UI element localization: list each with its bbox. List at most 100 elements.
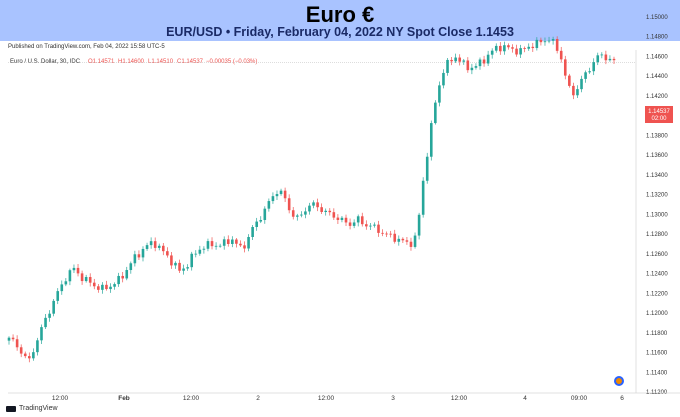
candle-body <box>247 236 250 249</box>
candle-body <box>23 353 27 357</box>
candle-body <box>267 201 271 209</box>
candle <box>271 192 275 204</box>
candle-body <box>80 273 84 282</box>
candle <box>80 270 84 285</box>
candle <box>365 220 368 230</box>
candle <box>153 237 157 252</box>
candle <box>279 188 283 196</box>
candle <box>490 48 494 59</box>
candle <box>600 52 604 59</box>
candle-body <box>539 39 543 43</box>
candle <box>105 280 108 291</box>
candle-body <box>125 270 129 279</box>
candle <box>157 243 161 251</box>
candle-body <box>397 238 401 242</box>
y-tick-label: 1.15000 <box>646 15 668 21</box>
candle-body <box>568 75 571 86</box>
candle-body <box>348 222 352 226</box>
candle-body <box>198 249 202 254</box>
x-tick-label: Feb <box>118 395 130 402</box>
candle-body <box>129 263 133 271</box>
candle-body <box>64 281 68 285</box>
candle-body <box>161 245 165 252</box>
candle <box>190 251 194 271</box>
candle-body <box>295 215 299 217</box>
candle <box>478 57 482 70</box>
candle <box>251 224 254 241</box>
candle-body <box>555 39 559 51</box>
candle-body <box>531 46 535 49</box>
candle-body <box>48 313 51 318</box>
title-banner: Euro € EUR/USD • Friday, February 04, 20… <box>0 0 680 41</box>
candle <box>218 243 222 248</box>
candle <box>446 57 449 76</box>
candle-body <box>519 48 522 55</box>
candle <box>84 274 88 283</box>
candle <box>255 217 258 231</box>
candle-body <box>507 45 510 48</box>
candle <box>19 344 23 358</box>
y-tick-label: 1.11600 <box>646 351 668 357</box>
candle-body <box>105 284 108 290</box>
candle <box>97 283 100 293</box>
candle-body <box>543 41 547 43</box>
candle <box>137 250 141 260</box>
candle <box>88 273 92 287</box>
candle <box>527 43 531 51</box>
candle-body <box>336 217 340 221</box>
candle-body <box>186 267 189 269</box>
candle-body <box>494 45 498 51</box>
candle <box>182 264 185 275</box>
x-tick-label: 12:00 <box>183 395 200 402</box>
ohlc-legend: Euro / U.S. Dollar, 30, IDC O1.14571 H1.… <box>10 59 257 65</box>
candle-body <box>206 241 210 249</box>
y-tick-label: 1.14400 <box>646 74 668 80</box>
candle-body <box>304 211 307 215</box>
y-tick-label: 1.13800 <box>646 133 668 139</box>
candle <box>547 36 551 44</box>
countdown-timer: 02:00 <box>651 116 667 122</box>
go-to-realtime-button[interactable] <box>614 376 624 386</box>
candle <box>519 44 522 58</box>
candle-body <box>462 60 466 62</box>
candle <box>539 37 543 46</box>
candle-body <box>19 347 23 354</box>
candle <box>15 335 19 351</box>
candle <box>44 313 47 330</box>
candle-body <box>263 208 267 220</box>
candle-body <box>470 67 474 71</box>
candle-body <box>109 286 112 290</box>
tradingview-logo-icon <box>6 405 16 412</box>
published-note: Published on TradingView.com, Feb 04, 20… <box>8 44 165 50</box>
candle <box>332 208 336 220</box>
candle <box>401 237 405 244</box>
x-tick-label: 6 <box>620 395 624 402</box>
candle-body <box>547 40 551 42</box>
candle <box>417 212 421 240</box>
candle <box>76 263 80 277</box>
candle-body <box>308 205 311 212</box>
candle <box>458 54 462 66</box>
candle <box>515 44 518 57</box>
candle <box>149 237 153 249</box>
candle <box>210 237 214 250</box>
candle-body <box>153 241 157 248</box>
candle <box>178 259 181 273</box>
candle <box>125 266 129 281</box>
candle <box>462 58 466 65</box>
candle-body <box>291 210 295 217</box>
candle-body <box>218 245 222 247</box>
legend-change: −0.00035 (−0.03%) <box>206 59 257 65</box>
realtime-button-dot[interactable] <box>616 378 622 384</box>
candle <box>235 238 238 248</box>
y-tick-label: 1.11800 <box>646 331 668 337</box>
candle-body <box>11 337 15 340</box>
candle-body <box>137 254 141 258</box>
x-tick-label: 12:00 <box>318 395 335 402</box>
y-tick-label: 1.14800 <box>646 35 668 41</box>
candle <box>421 177 425 218</box>
candle-body <box>97 286 100 290</box>
candle <box>243 241 246 253</box>
candle-body <box>474 66 478 68</box>
